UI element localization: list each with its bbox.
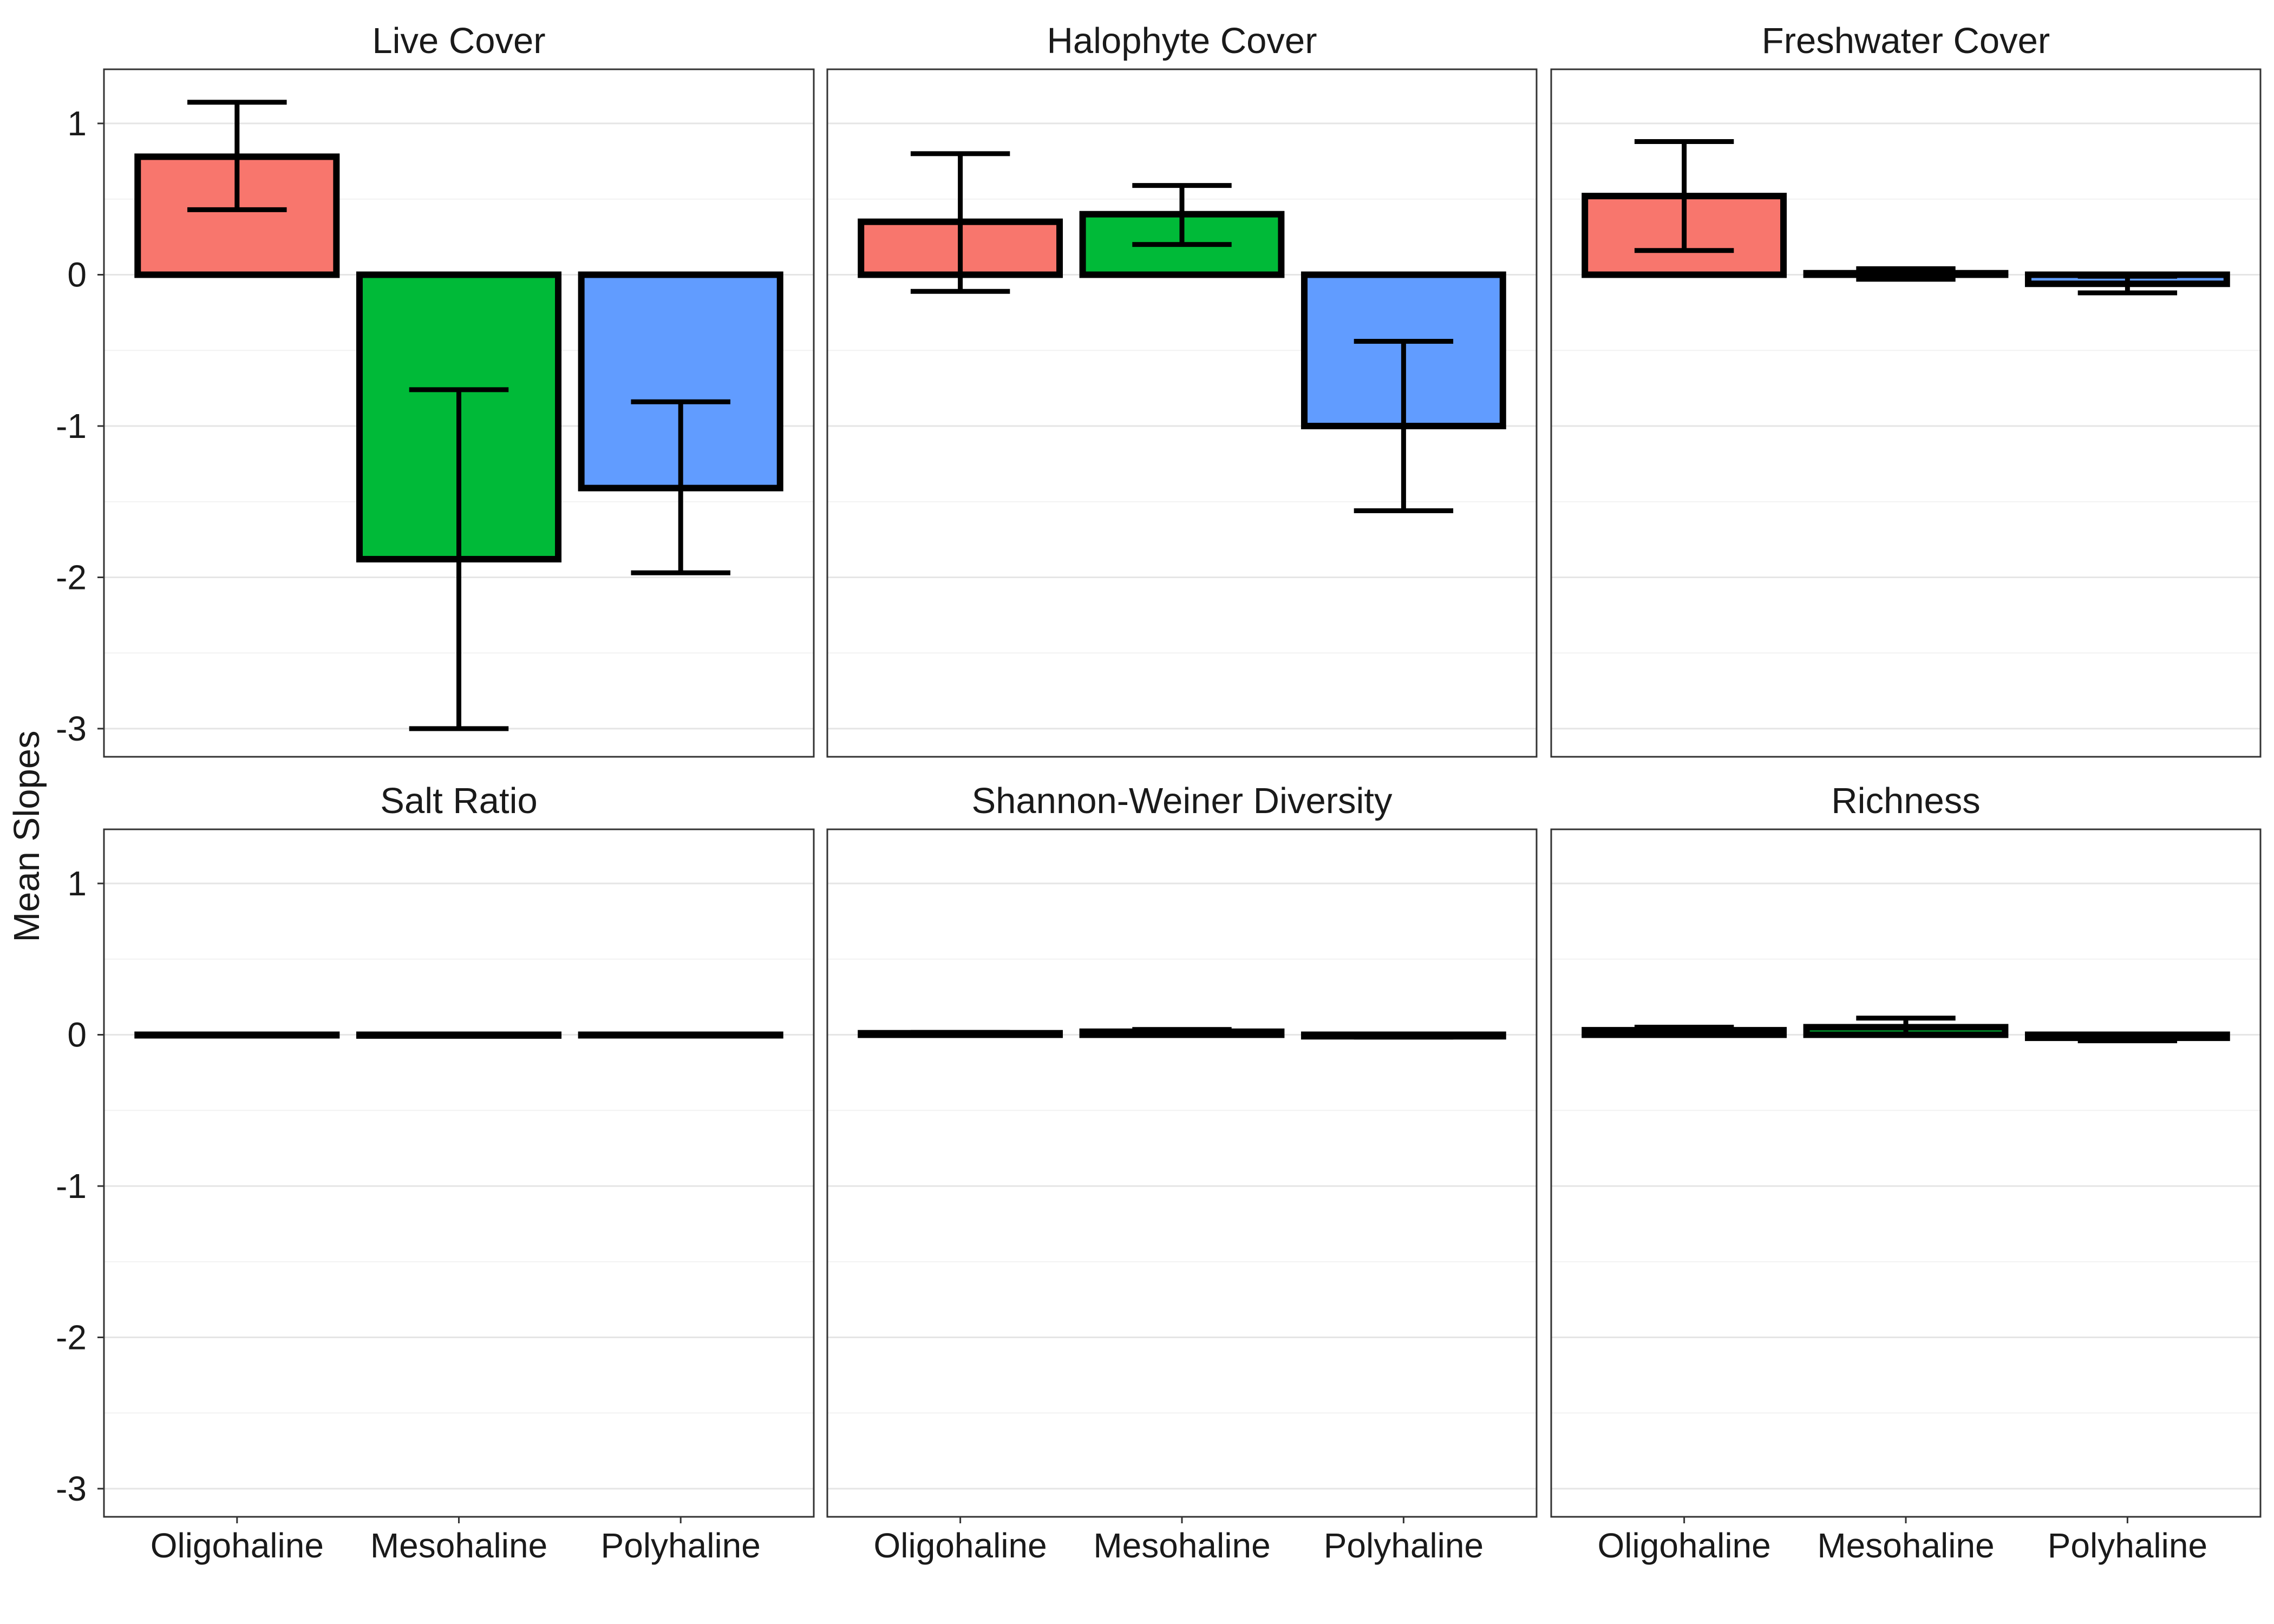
y-tick-label: -1 — [56, 1167, 87, 1206]
panel-title: Live Cover — [372, 21, 545, 61]
panel: Halophyte Cover — [826, 21, 1538, 758]
x-tick-label: Oligohaline — [874, 1526, 1047, 1565]
panel-background — [104, 829, 814, 1517]
panel: Richness Oligohaline Mesohaline Polyhaline — [1550, 781, 2262, 1565]
x-tick-label: Mesohaline — [1093, 1526, 1270, 1565]
panel-border — [826, 68, 1538, 758]
x-tick-label: Polyhaline — [601, 1526, 761, 1565]
y-tick-label: -2 — [56, 1318, 87, 1357]
panel-background — [1551, 829, 2260, 1517]
y-tick-label: 1 — [67, 864, 87, 903]
panel-title: Richness — [1831, 781, 1981, 821]
y-tick-label: -3 — [56, 709, 87, 748]
panel: Salt Ratio Oligohaline Mesohaline Polyhalin… — [103, 781, 815, 1565]
panel-background — [827, 829, 1537, 1517]
y-tick-label: 1 — [67, 104, 87, 143]
panel-title: Salt Ratio — [380, 781, 537, 821]
y-tick-label: -1 — [56, 407, 87, 446]
y-tick-label: 0 — [67, 1016, 87, 1055]
y-tick-label: -3 — [56, 1469, 87, 1508]
panel: Freshwater Cover — [1550, 21, 2262, 758]
x-tick-label: Mesohaline — [370, 1526, 547, 1565]
x-tick-label: Polyhaline — [1324, 1526, 1484, 1565]
panel-background — [1551, 69, 2260, 757]
x-tick-label: Mesohaline — [1817, 1526, 1994, 1565]
panel: Shannon-Weiner Diversity Oligohaline Mesoh… — [826, 781, 1538, 1565]
y-tick-label: -2 — [56, 558, 87, 597]
panel: Live Cover — [103, 21, 815, 758]
axes: 1 0 -1 -2 -3 1 0 -1 -2 -3 — [56, 104, 104, 1508]
panels: Live Cover Halophyte Cover Freshwater Cove… — [103, 21, 2262, 1565]
panel-border — [1550, 68, 2262, 758]
y-axis-title: Mean Slopes — [6, 730, 47, 942]
panel-title: Freshwater Cover — [1762, 21, 2050, 61]
x-tick-label: Oligohaline — [151, 1526, 324, 1565]
x-tick-label: Polyhaline — [2048, 1526, 2207, 1565]
y-tick-label: 0 — [67, 256, 87, 294]
panel-title: Shannon-Weiner Diversity — [971, 781, 1393, 821]
panel-border — [103, 68, 815, 758]
x-tick-label: Oligohaline — [1598, 1526, 1771, 1565]
panel-title: Halophyte Cover — [1047, 21, 1317, 61]
